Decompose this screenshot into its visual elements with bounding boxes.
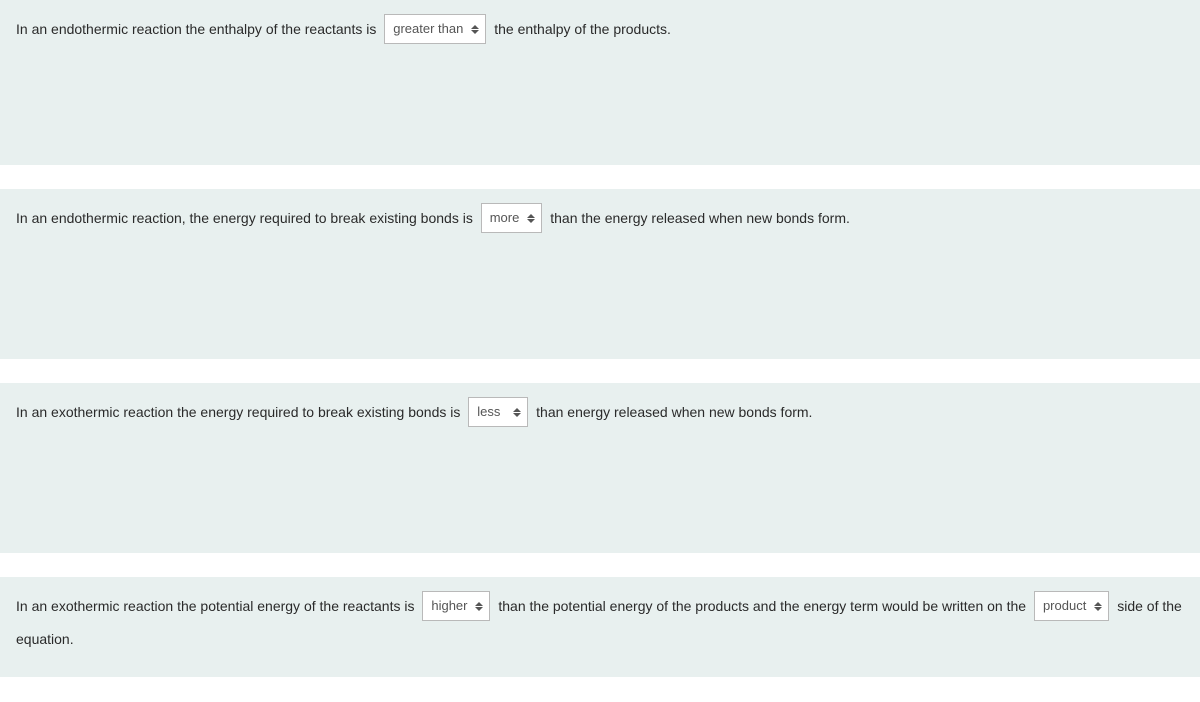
question-sentence: In an exothermic reaction the potential … bbox=[16, 589, 1184, 656]
sentence-pre: In an exothermic reaction the potential … bbox=[16, 598, 414, 614]
sort-icon bbox=[1094, 602, 1102, 611]
dropdown-label: higher bbox=[431, 591, 475, 621]
answer-dropdown[interactable]: greater than bbox=[384, 14, 486, 44]
question-sentence: In an exothermic reaction the energy req… bbox=[16, 395, 1184, 428]
sort-icon bbox=[513, 408, 521, 417]
answer-dropdown[interactable]: more bbox=[481, 203, 543, 233]
question-block: In an exothermic reaction the energy req… bbox=[0, 383, 1200, 553]
sort-icon bbox=[475, 602, 483, 611]
sentence-mid: than the potential energy of the product… bbox=[498, 598, 1026, 614]
question-sentence: In an endothermic reaction, the energy r… bbox=[16, 201, 1184, 234]
question-block: In an endothermic reaction the enthalpy … bbox=[0, 0, 1200, 165]
answer-dropdown[interactable]: higher bbox=[422, 591, 490, 621]
answer-dropdown-2[interactable]: product bbox=[1034, 591, 1109, 621]
sentence-post: than energy released when new bonds form… bbox=[536, 404, 812, 420]
sort-icon bbox=[527, 214, 535, 223]
dropdown-label: greater than bbox=[393, 14, 471, 44]
dropdown-label: less bbox=[477, 397, 508, 427]
question-block: In an endothermic reaction, the energy r… bbox=[0, 189, 1200, 359]
sentence-pre: In an endothermic reaction, the energy r… bbox=[16, 210, 473, 226]
answer-dropdown[interactable]: less bbox=[468, 397, 528, 427]
sentence-post: than the energy released when new bonds … bbox=[550, 210, 850, 226]
sentence-pre: In an endothermic reaction the enthalpy … bbox=[16, 21, 376, 37]
question-block: In an exothermic reaction the potential … bbox=[0, 577, 1200, 677]
dropdown-label: more bbox=[490, 203, 528, 233]
dropdown-label: product bbox=[1043, 591, 1094, 621]
sort-icon bbox=[471, 25, 479, 34]
sentence-pre: In an exothermic reaction the energy req… bbox=[16, 404, 460, 420]
sentence-post: the enthalpy of the products. bbox=[494, 21, 671, 37]
question-sentence: In an endothermic reaction the enthalpy … bbox=[16, 12, 1184, 45]
